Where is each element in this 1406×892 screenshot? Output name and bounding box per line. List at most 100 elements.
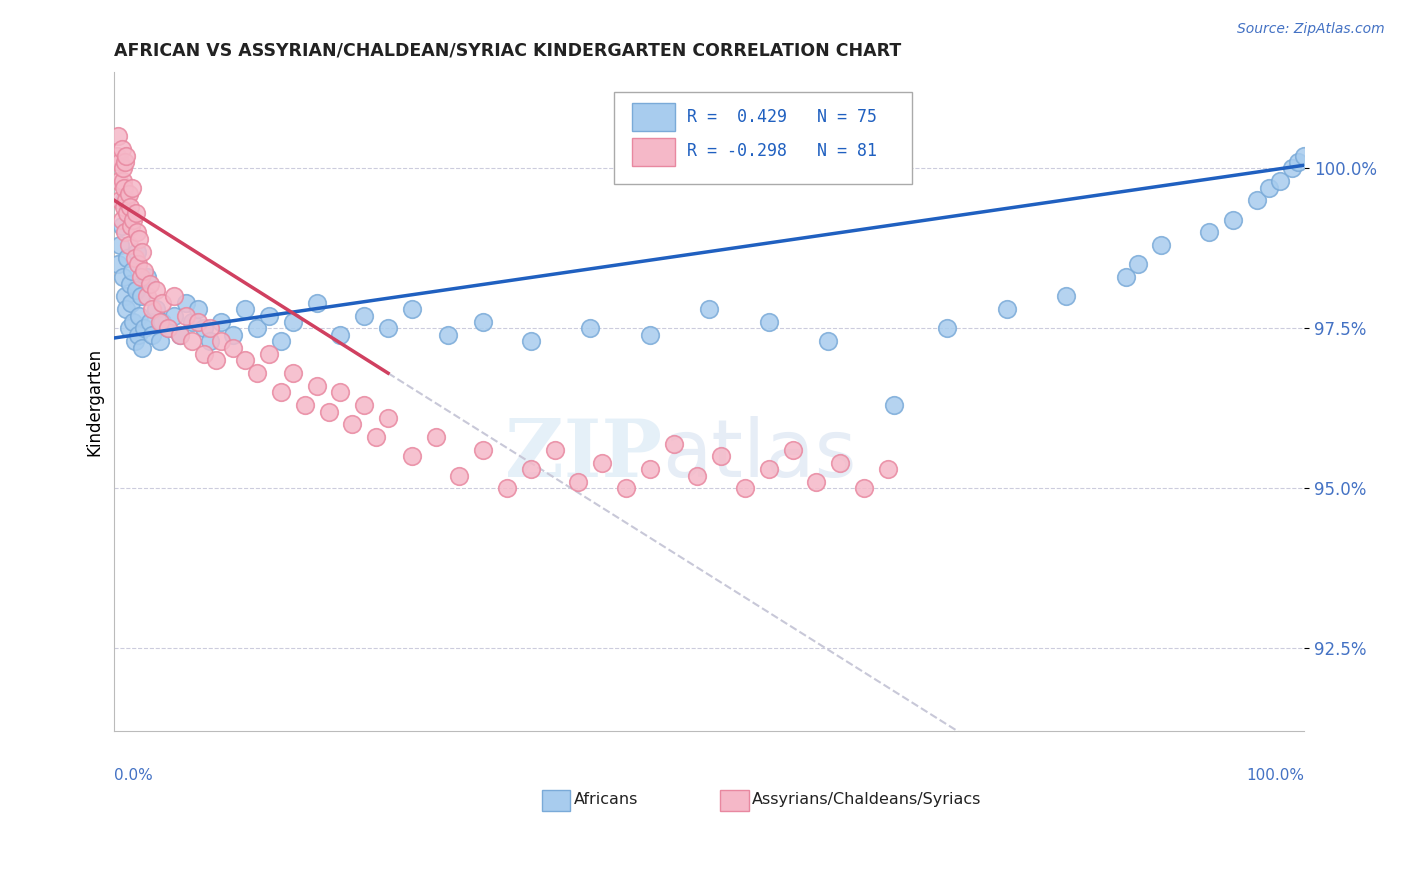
Point: [125, 244, 148, 259]
Point: [520, 334, 543, 348]
Point: [134, 264, 156, 278]
Point: [120, 295, 142, 310]
Text: ZIP: ZIP: [505, 416, 662, 493]
Text: 100.0%: 100.0%: [1246, 768, 1305, 782]
Point: [305, 295, 328, 310]
Point: [1270, 174, 1292, 188]
Point: [305, 379, 328, 393]
Point: [270, 334, 292, 348]
Point: [710, 450, 733, 464]
Point: [110, 142, 132, 156]
Point: [366, 430, 388, 444]
Point: [1054, 289, 1077, 303]
Point: [425, 430, 447, 444]
Point: [131, 244, 153, 259]
Point: [121, 264, 143, 278]
Point: [118, 200, 141, 214]
Point: [115, 302, 138, 317]
Point: [591, 456, 613, 470]
Point: [257, 309, 280, 323]
Point: [329, 385, 352, 400]
Point: [817, 334, 839, 348]
Point: [110, 194, 132, 208]
Point: [141, 327, 163, 342]
Point: [187, 315, 209, 329]
Point: [211, 315, 233, 329]
Point: [353, 398, 375, 412]
Point: [124, 251, 146, 265]
Point: [198, 334, 221, 348]
Point: [174, 309, 197, 323]
Point: [472, 442, 495, 457]
Point: [114, 155, 136, 169]
Point: [124, 334, 146, 348]
Point: [122, 315, 145, 329]
Point: [697, 302, 720, 317]
Point: [193, 347, 215, 361]
Point: [141, 302, 163, 317]
Point: [125, 206, 148, 220]
Point: [163, 309, 186, 323]
Point: [156, 321, 179, 335]
FancyBboxPatch shape: [720, 790, 748, 811]
Point: [377, 411, 399, 425]
Point: [139, 315, 162, 329]
Point: [1257, 180, 1279, 194]
Point: [110, 238, 132, 252]
Point: [222, 327, 245, 342]
Text: Assyrians/Chaldeans/Syriacs: Assyrians/Chaldeans/Syriacs: [752, 792, 981, 807]
Point: [1150, 238, 1173, 252]
Point: [758, 315, 780, 329]
Text: 0.0%: 0.0%: [114, 768, 153, 782]
Point: [686, 468, 709, 483]
Point: [129, 270, 152, 285]
Point: [149, 315, 172, 329]
Text: AFRICAN VS ASSYRIAN/CHALDEAN/SYRIAC KINDERGARTEN CORRELATION CHART: AFRICAN VS ASSYRIAN/CHALDEAN/SYRIAC KIND…: [114, 42, 901, 60]
Point: [193, 321, 215, 335]
Point: [638, 462, 661, 476]
Point: [117, 251, 139, 265]
Point: [782, 442, 804, 457]
Point: [134, 321, 156, 335]
Point: [830, 456, 852, 470]
Point: [145, 302, 167, 317]
Point: [281, 315, 304, 329]
Point: [233, 302, 256, 317]
Point: [110, 219, 132, 233]
Point: [246, 321, 269, 335]
Point: [125, 283, 148, 297]
Point: [270, 385, 292, 400]
Point: [1222, 212, 1244, 227]
Point: [107, 129, 129, 144]
Point: [120, 219, 142, 233]
Point: [111, 161, 134, 176]
Point: [401, 450, 423, 464]
Point: [108, 174, 131, 188]
Point: [353, 309, 375, 323]
Point: [127, 257, 149, 271]
Point: [233, 353, 256, 368]
FancyBboxPatch shape: [614, 92, 911, 185]
Point: [180, 315, 202, 329]
Point: [758, 462, 780, 476]
Point: [449, 468, 471, 483]
Point: [567, 475, 589, 489]
Point: [318, 404, 340, 418]
Point: [114, 289, 136, 303]
Point: [118, 238, 141, 252]
Point: [520, 462, 543, 476]
Point: [883, 398, 905, 412]
Point: [150, 295, 173, 310]
Point: [110, 212, 132, 227]
Point: [1281, 161, 1303, 176]
Point: [853, 481, 876, 495]
Text: Africans: Africans: [574, 792, 638, 807]
Point: [281, 366, 304, 380]
Point: [294, 398, 316, 412]
Point: [118, 277, 141, 291]
Point: [149, 334, 172, 348]
Point: [436, 327, 458, 342]
Point: [936, 321, 959, 335]
Point: [112, 180, 135, 194]
Point: [127, 327, 149, 342]
